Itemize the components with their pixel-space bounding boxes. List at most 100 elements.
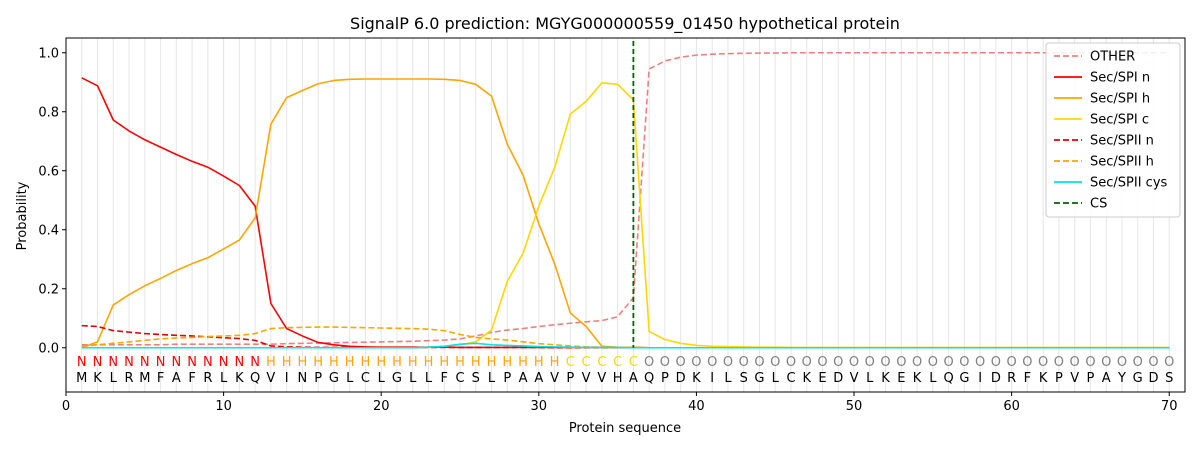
region-label: N [219, 355, 229, 370]
region-label: H [392, 355, 402, 370]
residue-label: K [235, 371, 244, 386]
region-label: O [1070, 355, 1080, 370]
residue-label: C [786, 371, 795, 386]
residue-label: A [629, 371, 638, 386]
residue-label: Q [644, 371, 654, 386]
region-label: O [707, 355, 717, 370]
x-tick-label: 50 [846, 399, 863, 414]
region-label: N [124, 355, 134, 370]
residue-label: V [266, 371, 275, 386]
region-label: O [676, 355, 686, 370]
residue-label: N [298, 371, 308, 386]
residue-label: A [1102, 371, 1111, 386]
region-label: H [518, 355, 528, 370]
residue-label: C [361, 371, 370, 386]
residue-label: L [425, 371, 433, 386]
region-label: O [754, 355, 764, 370]
region-label: O [1133, 355, 1143, 370]
x-tick-label: 20 [373, 399, 390, 414]
residue-label: G [959, 371, 969, 386]
x-tick-label: 40 [688, 399, 705, 414]
residue-label: P [566, 371, 574, 386]
x-tick-label: 30 [531, 399, 548, 414]
legend-entry: Sec/SPII cys [1090, 176, 1168, 191]
residue-label: P [1087, 371, 1095, 386]
residue-label: A [534, 371, 543, 386]
region-label: H [408, 355, 418, 370]
y-axis-label: Probability [15, 181, 30, 250]
residue-label: S [472, 371, 480, 386]
region-label: N [187, 355, 197, 370]
residue-label: I [978, 371, 982, 386]
region-label: H [282, 355, 292, 370]
region-label: O [817, 355, 827, 370]
region-label: O [802, 355, 812, 370]
residue-label: K [1039, 371, 1048, 386]
residue-label: L [929, 371, 937, 386]
region-label: O [896, 355, 906, 370]
region-label: O [849, 355, 859, 370]
series-line-6 [81, 342, 1170, 349]
region-label: O [1038, 355, 1048, 370]
region-label: H [502, 355, 512, 370]
residue-label: V [582, 371, 591, 386]
y-tick-label: 0.4 [38, 223, 59, 238]
residue-label: F [1024, 371, 1031, 386]
residue-label: E [897, 371, 905, 386]
region-label: H [424, 355, 434, 370]
region-label: C [597, 355, 606, 370]
chart-title: SignalP 6.0 prediction: MGYG000000559_01… [350, 14, 900, 34]
series-line-0 [81, 51, 1170, 346]
residue-label: P [503, 371, 511, 386]
residue-label: R [203, 371, 212, 386]
residue-label: L [488, 371, 496, 386]
residue-label: G [329, 371, 339, 386]
residue-label: D [833, 371, 843, 386]
x-tick-label: 10 [215, 399, 232, 414]
region-label: H [345, 355, 355, 370]
region-label: O [1022, 355, 1032, 370]
x-tick-label: 0 [62, 399, 70, 414]
y-tick-label: 1.0 [38, 46, 59, 61]
region-label: C [566, 355, 575, 370]
region-label: O [739, 355, 749, 370]
region-label: H [439, 355, 449, 370]
region-label: H [266, 355, 276, 370]
residue-label: K [881, 371, 890, 386]
region-label: O [1101, 355, 1111, 370]
region-label: O [770, 355, 780, 370]
residue-label: I [710, 371, 714, 386]
region-label: C [582, 355, 591, 370]
region-label: H [329, 355, 339, 370]
region-label: O [1054, 355, 1064, 370]
region-label: O [644, 355, 654, 370]
residue-label: L [866, 371, 874, 386]
residue-label: L [772, 371, 780, 386]
residue-label: G [392, 371, 402, 386]
residue-label: V [597, 371, 606, 386]
region-label: O [1117, 355, 1127, 370]
residue-label: C [455, 371, 464, 386]
residue-label: L [220, 371, 228, 386]
residue-label: A [172, 371, 181, 386]
region-label: O [691, 355, 701, 370]
residue-label: K [802, 371, 811, 386]
plot-frame [65, 37, 1186, 393]
legend-entry: CS [1090, 197, 1107, 212]
residue-label: L [346, 371, 354, 386]
legend-entry: Sec/SPII h [1090, 155, 1154, 170]
region-label: O [786, 355, 796, 370]
residue-label: P [314, 371, 322, 386]
region-label: H [534, 355, 544, 370]
y-tick-label: 0.8 [38, 105, 59, 120]
region-label: H [361, 355, 371, 370]
residue-label: K [692, 371, 701, 386]
residue-label: L [724, 371, 732, 386]
y-tick-label: 0.2 [38, 282, 59, 297]
y-tick-label: 0.0 [38, 341, 59, 356]
residue-label: V [850, 371, 859, 386]
residue-label: L [110, 371, 118, 386]
region-label: O [833, 355, 843, 370]
residue-label: I [285, 371, 289, 386]
region-label: N [77, 355, 87, 370]
